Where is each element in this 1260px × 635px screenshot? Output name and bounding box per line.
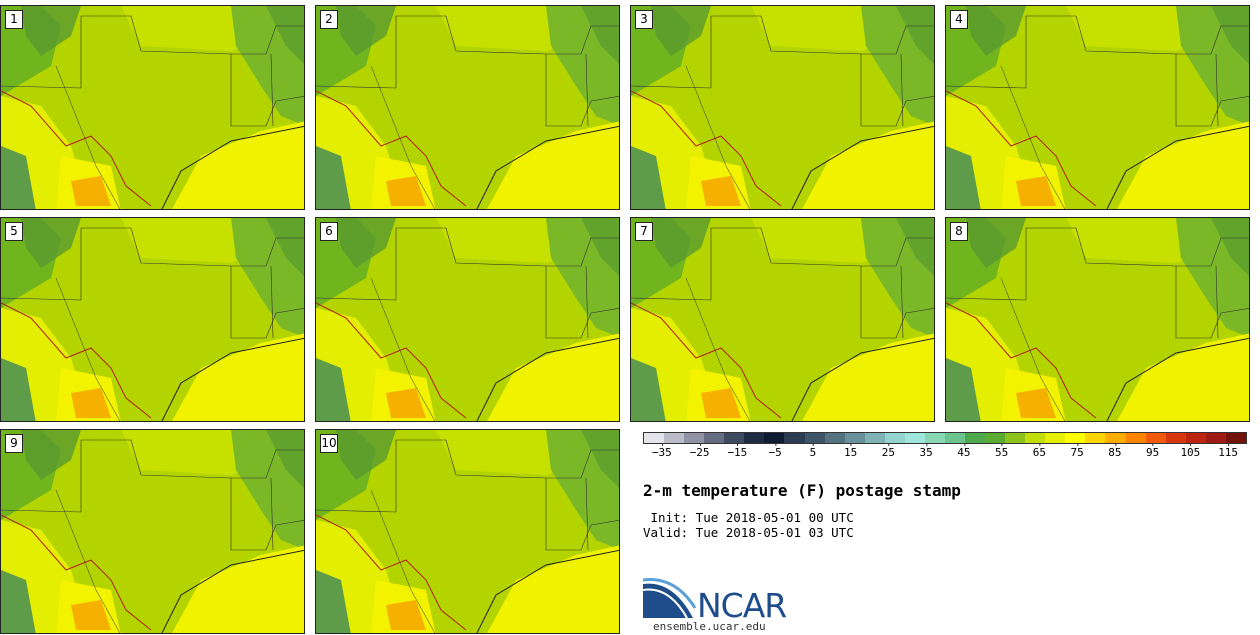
colorbar-swatch bbox=[644, 433, 665, 443]
colorbar-swatch bbox=[1025, 433, 1046, 443]
panel-number-label: 4 bbox=[950, 10, 968, 29]
map-panel-3: 3 bbox=[630, 5, 935, 210]
colorbar-tick: −15 bbox=[727, 443, 748, 459]
map-panel-9: 9 bbox=[0, 429, 305, 634]
colorbar-tick: −25 bbox=[689, 443, 710, 459]
colorbar-swatch bbox=[844, 433, 865, 443]
colorbar-swatch bbox=[1045, 433, 1066, 443]
map-panel-1: 1 bbox=[0, 5, 305, 210]
panel-number-label: 8 bbox=[950, 222, 968, 241]
colorbar-swatch bbox=[1105, 433, 1126, 443]
colorbar-tick: −35 bbox=[651, 443, 672, 459]
colorbar-swatch bbox=[864, 433, 885, 443]
map-panel-10: 10 bbox=[315, 429, 620, 634]
ncar-logo-icon bbox=[643, 578, 697, 619]
valid-time: Valid: Tue 2018-05-01 03 UTC bbox=[643, 525, 854, 540]
colorbar-tick: 95 bbox=[1146, 443, 1160, 459]
colorbar-swatch bbox=[764, 433, 785, 443]
colorbar-swatch bbox=[904, 433, 925, 443]
ncar-logo-text: NCAR bbox=[697, 586, 787, 625]
colorbar-tick: 35 bbox=[919, 443, 933, 459]
panel-number-label: 10 bbox=[320, 434, 338, 453]
colorbar-swatch bbox=[784, 433, 805, 443]
colorbar-swatch bbox=[924, 433, 945, 443]
init-time: Init: Tue 2018-05-01 00 UTC bbox=[643, 510, 854, 525]
panel-number-label: 7 bbox=[635, 222, 653, 241]
panel-number-label: 3 bbox=[635, 10, 653, 29]
colorbar-swatch bbox=[704, 433, 725, 443]
panel-number-label: 2 bbox=[320, 10, 338, 29]
colorbar-tick: 25 bbox=[881, 443, 895, 459]
colorbar-swatch bbox=[1165, 433, 1186, 443]
colorbar-swatch bbox=[744, 433, 765, 443]
colorbar-swatch bbox=[684, 433, 705, 443]
panel-number-label: 9 bbox=[5, 434, 23, 453]
colorbar-tick: 85 bbox=[1108, 443, 1122, 459]
colorbar-tick: 15 bbox=[844, 443, 858, 459]
colorbar-swatch bbox=[1205, 433, 1226, 443]
temperature-colorbar bbox=[643, 432, 1247, 444]
colorbar-swatch bbox=[1225, 433, 1246, 443]
colorbar-tick: 65 bbox=[1032, 443, 1046, 459]
colorbar-tick: 105 bbox=[1180, 443, 1201, 459]
colorbar-swatch bbox=[1125, 433, 1146, 443]
map-panel-7: 7 bbox=[630, 217, 935, 422]
colorbar-swatch bbox=[724, 433, 745, 443]
colorbar-swatch bbox=[965, 433, 986, 443]
colorbar-swatch bbox=[1085, 433, 1106, 443]
map-panel-2: 2 bbox=[315, 5, 620, 210]
map-panel-8: 8 bbox=[945, 217, 1250, 422]
colorbar-tick: 5 bbox=[809, 443, 817, 459]
colorbar-tick: 55 bbox=[995, 443, 1009, 459]
colorbar-tick: 115 bbox=[1218, 443, 1239, 459]
colorbar-swatch bbox=[1185, 433, 1206, 443]
colorbar-swatch bbox=[985, 433, 1006, 443]
colorbar-swatch bbox=[664, 433, 685, 443]
colorbar-tick-labels: −35 −25 −15 −5 5 15 25 35 45 55 65 75 85 95 105 115 bbox=[643, 443, 1247, 466]
colorbar-swatch bbox=[804, 433, 825, 443]
colorbar-swatch bbox=[1145, 433, 1166, 443]
panel-number-label: 5 bbox=[5, 222, 23, 241]
map-panel-6: 6 bbox=[315, 217, 620, 422]
colorbar-tick: 75 bbox=[1070, 443, 1084, 459]
chart-title: 2-m temperature (F) postage stamp bbox=[643, 481, 961, 500]
colorbar-tick: 45 bbox=[957, 443, 971, 459]
colorbar-swatch bbox=[884, 433, 905, 443]
panel-number-label: 1 bbox=[5, 10, 23, 29]
website-url[interactable]: ensemble.ucar.edu bbox=[653, 620, 766, 633]
colorbar-swatch bbox=[1005, 433, 1026, 443]
map-panel-5: 5 bbox=[0, 217, 305, 422]
colorbar-swatch bbox=[824, 433, 845, 443]
colorbar-swatch bbox=[944, 433, 965, 443]
panel-number-label: 6 bbox=[320, 222, 338, 241]
map-panel-4: 4 bbox=[945, 5, 1250, 210]
colorbar-swatch bbox=[1065, 433, 1086, 443]
colorbar-tick: −5 bbox=[768, 443, 782, 459]
